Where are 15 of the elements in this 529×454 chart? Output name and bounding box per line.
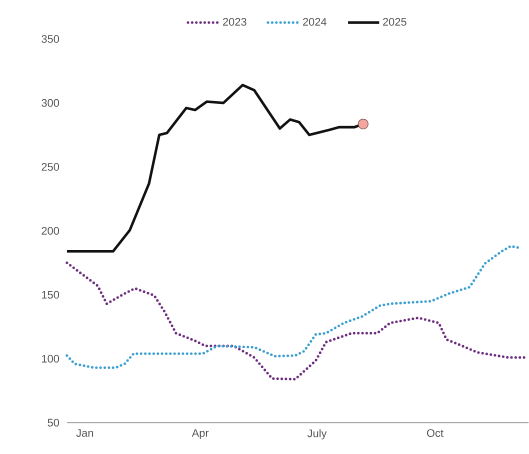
y-tick-label: 250: [42, 163, 60, 171]
x-tick-label: Apr: [192, 429, 209, 440]
legend-label: 2025: [383, 18, 406, 26]
line-series: [66, 262, 528, 381]
x-tick-label: Jan: [76, 429, 94, 437]
y-tick-label: 200: [42, 227, 60, 235]
legend-label: 2024: [303, 18, 326, 26]
x-tick-label: July: [307, 429, 327, 440]
legend-label: 2023: [223, 18, 246, 26]
y-tick-label: 150: [42, 291, 60, 299]
y-tick-label: 300: [42, 99, 60, 107]
x-tick-label: Oct: [426, 429, 444, 438]
y-tick-label: 50: [48, 418, 60, 427]
y-tick-label: 100: [42, 355, 60, 363]
y-tick-label: 350: [42, 35, 60, 44]
